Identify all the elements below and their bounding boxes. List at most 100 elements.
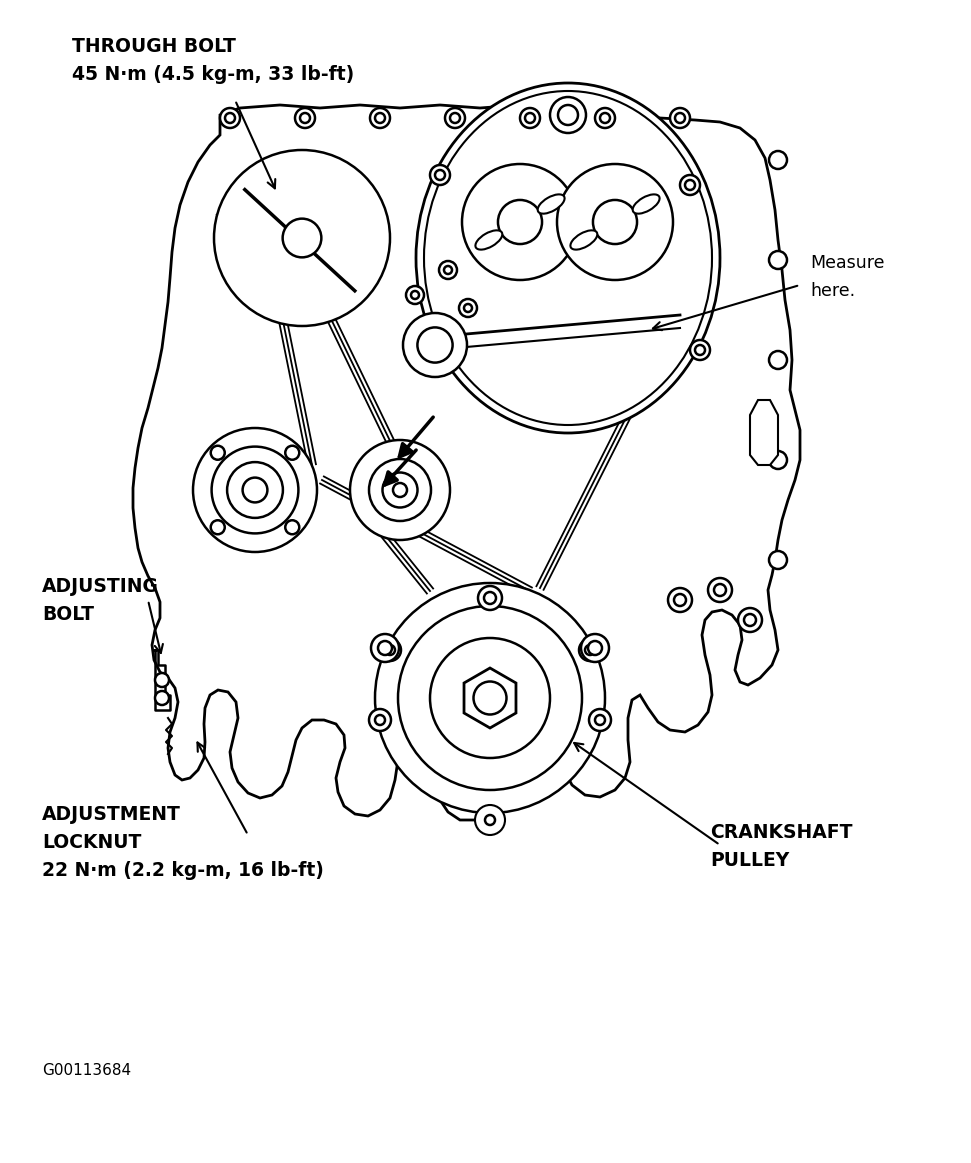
Circle shape [769, 551, 787, 569]
Circle shape [738, 608, 762, 632]
Circle shape [485, 815, 495, 825]
Circle shape [375, 113, 385, 123]
Circle shape [600, 113, 610, 123]
Circle shape [450, 113, 460, 123]
Circle shape [695, 345, 705, 355]
Circle shape [300, 113, 310, 123]
Text: here.: here. [810, 281, 855, 300]
Circle shape [445, 108, 465, 128]
Circle shape [211, 445, 224, 459]
Circle shape [744, 614, 756, 626]
Circle shape [478, 586, 502, 611]
Circle shape [714, 584, 726, 595]
Text: 45 N·m (4.5 kg-m, 33 lb-ft): 45 N·m (4.5 kg-m, 33 lb-ft) [72, 65, 354, 84]
Text: BOLT: BOLT [42, 605, 94, 625]
Circle shape [484, 592, 496, 604]
Circle shape [581, 634, 609, 662]
Circle shape [670, 108, 690, 128]
Text: G00113684: G00113684 [42, 1063, 131, 1078]
Circle shape [475, 805, 505, 835]
Ellipse shape [633, 194, 659, 214]
Circle shape [227, 462, 283, 518]
Circle shape [444, 266, 452, 274]
Circle shape [430, 638, 550, 758]
Circle shape [283, 219, 321, 257]
Circle shape [579, 638, 601, 661]
Circle shape [675, 113, 685, 123]
Circle shape [285, 445, 299, 459]
Ellipse shape [476, 230, 502, 250]
Circle shape [379, 638, 401, 661]
Circle shape [385, 645, 395, 655]
Polygon shape [133, 105, 800, 820]
Circle shape [595, 108, 615, 128]
Circle shape [155, 673, 169, 687]
Circle shape [295, 108, 315, 128]
Circle shape [378, 641, 392, 655]
Circle shape [498, 200, 542, 244]
Circle shape [668, 588, 692, 612]
Circle shape [370, 108, 390, 128]
Circle shape [769, 251, 787, 269]
Circle shape [375, 583, 605, 813]
Circle shape [225, 113, 235, 123]
Circle shape [525, 113, 535, 123]
Circle shape [155, 691, 169, 705]
Circle shape [214, 150, 390, 326]
Text: ADJUSTING: ADJUSTING [42, 577, 159, 595]
Circle shape [430, 340, 450, 361]
Circle shape [479, 809, 501, 832]
Circle shape [585, 645, 595, 655]
Circle shape [435, 170, 445, 180]
Ellipse shape [538, 194, 564, 214]
Circle shape [593, 200, 637, 244]
Circle shape [474, 682, 507, 714]
Circle shape [589, 709, 611, 732]
Circle shape [220, 108, 240, 128]
Circle shape [459, 299, 477, 317]
Circle shape [418, 328, 452, 363]
Circle shape [383, 472, 418, 507]
Text: CRANKSHAFT: CRANKSHAFT [710, 823, 853, 842]
Circle shape [708, 578, 732, 602]
Circle shape [464, 304, 472, 312]
Ellipse shape [424, 91, 712, 424]
Circle shape [398, 606, 582, 790]
Circle shape [430, 165, 450, 185]
Ellipse shape [416, 83, 720, 433]
Circle shape [243, 478, 267, 502]
Circle shape [680, 174, 700, 195]
Circle shape [769, 351, 787, 369]
Circle shape [685, 180, 695, 190]
Circle shape [369, 459, 431, 521]
Circle shape [411, 291, 419, 299]
Text: LOCKNUT: LOCKNUT [42, 833, 142, 852]
Circle shape [439, 261, 457, 279]
Circle shape [393, 483, 407, 497]
Ellipse shape [570, 230, 597, 250]
Text: PULLEY: PULLEY [710, 851, 789, 870]
Text: ADJUSTMENT: ADJUSTMENT [42, 805, 181, 825]
Circle shape [435, 345, 445, 355]
Circle shape [212, 447, 298, 534]
Text: Measure: Measure [810, 254, 885, 272]
Circle shape [350, 440, 450, 540]
Circle shape [403, 313, 467, 377]
Circle shape [520, 108, 540, 128]
Circle shape [557, 164, 673, 280]
Polygon shape [750, 400, 778, 465]
Circle shape [462, 164, 578, 280]
Circle shape [369, 709, 391, 732]
Circle shape [588, 641, 602, 655]
Circle shape [406, 286, 424, 304]
Circle shape [558, 105, 578, 124]
Text: THROUGH BOLT: THROUGH BOLT [72, 37, 236, 56]
Circle shape [769, 151, 787, 169]
Circle shape [769, 451, 787, 469]
Text: 22 N·m (2.2 kg-m, 16 lb-ft): 22 N·m (2.2 kg-m, 16 lb-ft) [42, 861, 324, 880]
Circle shape [674, 594, 686, 606]
Circle shape [595, 715, 605, 725]
Circle shape [375, 715, 385, 725]
Polygon shape [464, 668, 516, 728]
Circle shape [690, 340, 710, 361]
